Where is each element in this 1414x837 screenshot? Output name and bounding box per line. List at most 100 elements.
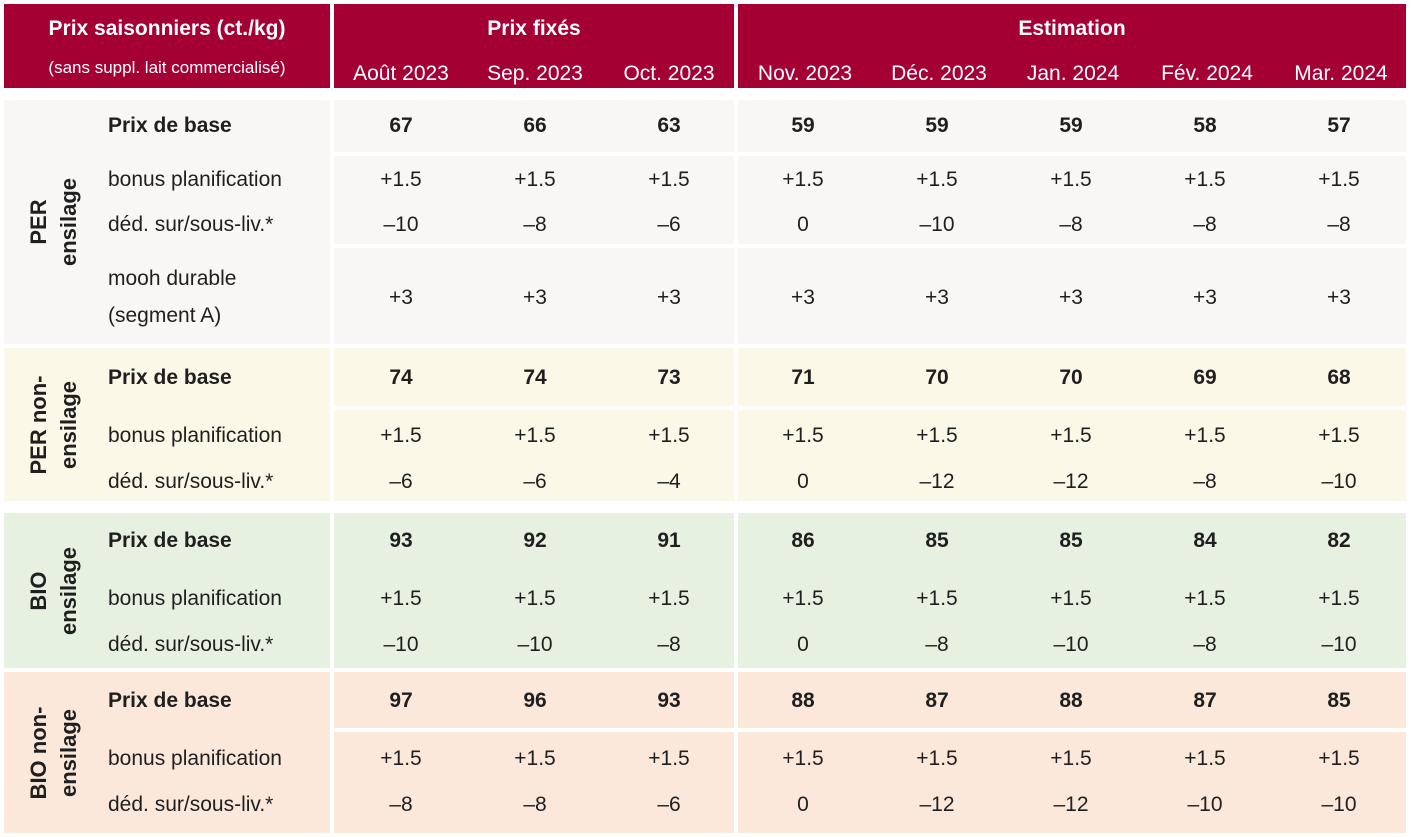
value-cell: 93 bbox=[389, 529, 413, 552]
value-cell: –12 bbox=[919, 793, 955, 816]
value-cell: –8 bbox=[657, 633, 681, 656]
value-cell: 71 bbox=[791, 366, 815, 389]
fixed-prices-label: Prix fixés bbox=[487, 17, 581, 40]
row-label: Prix de base bbox=[108, 529, 232, 552]
value-cell: 97 bbox=[389, 689, 413, 712]
group-label-line2: ensilage bbox=[56, 177, 81, 267]
value-cell: +1.5 bbox=[514, 424, 556, 447]
value-cell: 70 bbox=[1059, 366, 1083, 389]
row-label: bonus planification bbox=[108, 587, 282, 610]
value-cell: –4 bbox=[657, 470, 681, 493]
value-cell: +3 bbox=[523, 286, 547, 309]
value-cell: 68 bbox=[1327, 366, 1351, 389]
row-label: bonus planification bbox=[108, 747, 282, 770]
value-cell: +1.5 bbox=[1318, 168, 1360, 191]
value-cell: +1.5 bbox=[1184, 747, 1226, 770]
column-divider bbox=[734, 513, 738, 668]
column-divider bbox=[330, 348, 334, 501]
value-cell: 0 bbox=[797, 793, 809, 816]
value-cell: 0 bbox=[797, 633, 809, 656]
value-cell: 86 bbox=[791, 529, 815, 552]
value-cell: 0 bbox=[797, 213, 809, 236]
value-cell: 59 bbox=[1059, 114, 1083, 137]
value-cell: 58 bbox=[1193, 114, 1217, 137]
row-label: déd. sur/sous-liv.* bbox=[108, 470, 274, 493]
value-cell: +1.5 bbox=[648, 587, 690, 610]
value-cell: +1.5 bbox=[1318, 587, 1360, 610]
value-cell: +1.5 bbox=[782, 168, 824, 191]
value-cell: 69 bbox=[1193, 366, 1217, 389]
row-label: déd. sur/sous-liv.* bbox=[108, 213, 274, 236]
value-cell: –10 bbox=[517, 633, 553, 656]
month-header: Déc. 2023 bbox=[891, 62, 987, 85]
value-cell: –10 bbox=[383, 633, 419, 656]
value-cell: –6 bbox=[523, 470, 547, 493]
value-cell: +3 bbox=[925, 286, 949, 309]
value-cell: 88 bbox=[791, 689, 815, 712]
value-cell: +1.5 bbox=[916, 424, 958, 447]
group-per-ensilage: PER ensilage Prix de base 67 66 63 59 59 … bbox=[4, 100, 1406, 344]
value-cell: +3 bbox=[657, 286, 681, 309]
header-fixed-prices: Prix fixés Août 2023 Sep. 2023 Oct. 2023 bbox=[334, 4, 734, 88]
value-cell: –10 bbox=[383, 213, 419, 236]
group-label: PER non-ensilage bbox=[4, 348, 104, 501]
group-label: PER ensilage bbox=[4, 100, 104, 344]
value-cell: 96 bbox=[523, 689, 547, 712]
header-title-cell: Prix saisonniers (ct./kg) (sans suppl. l… bbox=[4, 4, 330, 88]
month-header: Oct. 2023 bbox=[623, 62, 715, 85]
value-cell: 74 bbox=[523, 366, 547, 389]
value-cell: +1.5 bbox=[648, 747, 690, 770]
value-cell: 88 bbox=[1059, 689, 1083, 712]
value-cell: –8 bbox=[1327, 213, 1351, 236]
month-header: Fév. 2024 bbox=[1161, 62, 1253, 85]
value-cell: +1.5 bbox=[1184, 424, 1226, 447]
value-cell: –10 bbox=[1187, 793, 1223, 816]
column-divider bbox=[330, 672, 334, 833]
value-cell: 87 bbox=[1193, 689, 1217, 712]
column-divider bbox=[330, 100, 334, 344]
group-label-line2: ensilage bbox=[56, 380, 81, 469]
value-cell: +3 bbox=[791, 286, 815, 309]
value-cell: 85 bbox=[925, 529, 949, 552]
row-label-line1: mooh durable bbox=[108, 267, 237, 290]
header-estimation: Estimation Nov. 2023 Déc. 2023 Jan. 2024… bbox=[738, 4, 1406, 88]
value-cell: +1.5 bbox=[916, 747, 958, 770]
table-title: Prix saisonniers (ct./kg) bbox=[48, 17, 286, 40]
value-cell: –8 bbox=[1193, 213, 1217, 236]
row-label: déd. sur/sous-liv.* bbox=[108, 793, 274, 816]
value-cell: +1.5 bbox=[1050, 587, 1092, 610]
month-header: Sep. 2023 bbox=[487, 62, 583, 85]
value-cell: +1.5 bbox=[380, 587, 422, 610]
value-cell: –10 bbox=[919, 213, 955, 236]
value-cell: 63 bbox=[657, 114, 681, 137]
column-divider bbox=[734, 672, 738, 833]
column-divider bbox=[330, 513, 334, 668]
value-cell: +3 bbox=[1193, 286, 1217, 309]
value-cell: –12 bbox=[1053, 470, 1089, 493]
value-cell: –10 bbox=[1321, 470, 1357, 493]
value-cell: +1.5 bbox=[1050, 747, 1092, 770]
group-label-line2: ensilage bbox=[56, 708, 81, 797]
row-label: bonus planification bbox=[108, 168, 282, 191]
value-cell: –8 bbox=[1193, 470, 1217, 493]
value-cell: +1.5 bbox=[1184, 168, 1226, 191]
value-cell: 91 bbox=[657, 529, 681, 552]
value-cell: 85 bbox=[1059, 529, 1083, 552]
value-cell: 0 bbox=[797, 470, 809, 493]
row-divider bbox=[334, 152, 1406, 156]
row-label: Prix de base bbox=[108, 114, 232, 137]
value-cell: +1.5 bbox=[916, 587, 958, 610]
row-divider bbox=[334, 406, 1406, 410]
row-label: Prix de base bbox=[108, 689, 232, 712]
value-cell: +1.5 bbox=[1318, 747, 1360, 770]
row-label: bonus planification bbox=[108, 424, 282, 447]
value-cell: 92 bbox=[523, 529, 547, 552]
value-cell: 57 bbox=[1327, 114, 1351, 137]
value-cell: –10 bbox=[1321, 793, 1357, 816]
value-cell: –12 bbox=[1053, 793, 1089, 816]
value-cell: 85 bbox=[1327, 689, 1351, 712]
group-bio-ensilage: BIO ensilage Prix de base 93 92 91 86 85 … bbox=[4, 513, 1406, 668]
row-divider bbox=[334, 728, 1406, 732]
row-label-line2: (segment A) bbox=[108, 304, 222, 327]
value-cell: 66 bbox=[523, 114, 547, 137]
